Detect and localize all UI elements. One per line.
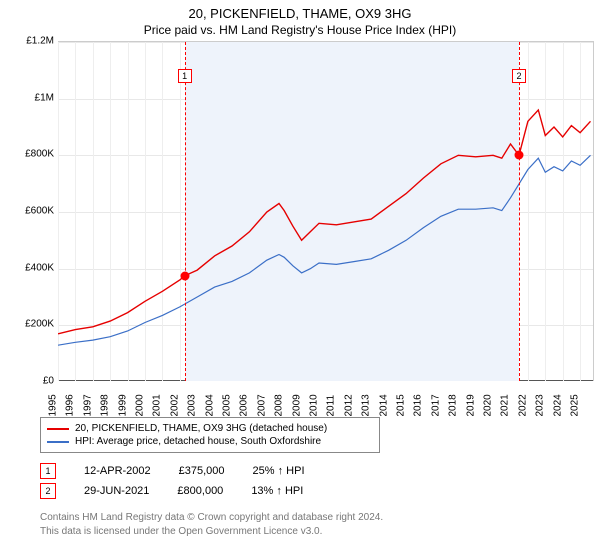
event-date-1: 12-APR-2002 — [84, 465, 151, 477]
legend-item-property: 20, PICKENFIELD, THAME, OX9 3HG (detache… — [47, 422, 373, 435]
x-tick-label: 2015 — [396, 394, 407, 416]
x-tick-label: 2005 — [222, 394, 233, 416]
x-tick-label: 2007 — [256, 394, 267, 416]
x-tick-label: 2012 — [343, 394, 354, 416]
footer-line-2: This data is licensed under the Open Gov… — [40, 525, 600, 539]
x-tick-label: 2008 — [274, 394, 285, 416]
x-tick-label: 2006 — [239, 394, 250, 416]
x-tick-label: 2013 — [361, 394, 372, 416]
event-date-2: 29-JUN-2021 — [84, 485, 149, 497]
x-tick-label: 2000 — [135, 394, 146, 416]
x-tick-label: 2017 — [430, 394, 441, 416]
x-tick-label: 1998 — [100, 394, 111, 416]
event-price-2: £800,000 — [177, 485, 223, 497]
x-tick-label: 2010 — [309, 394, 320, 416]
event-flag-1: 1 — [178, 69, 192, 83]
y-tick-label: £400K — [14, 262, 54, 273]
y-tick-label: £1M — [14, 92, 54, 103]
y-tick-label: £600K — [14, 206, 54, 217]
event-marker-2: 2 — [40, 483, 56, 499]
event-dot-2 — [514, 151, 523, 160]
legend: 20, PICKENFIELD, THAME, OX9 3HG (detache… — [40, 417, 380, 453]
x-tick-label: 2025 — [570, 394, 581, 416]
x-tick-label: 2021 — [500, 394, 511, 416]
event-flag-2: 2 — [512, 69, 526, 83]
event-delta-1: 25% ↑ HPI — [253, 465, 305, 477]
x-tick-label: 2022 — [517, 394, 528, 416]
x-tick-label: 2016 — [413, 394, 424, 416]
x-tick-label: 2020 — [483, 394, 494, 416]
x-tick-label: 2023 — [535, 394, 546, 416]
legend-label-hpi: HPI: Average price, detached house, Sout… — [75, 436, 321, 447]
x-tick-label: 1997 — [82, 394, 93, 416]
page-subtitle: Price paid vs. HM Land Registry's House … — [0, 21, 600, 41]
legend-swatch-property — [47, 428, 69, 430]
series-hpi — [58, 42, 594, 382]
x-tick-label: 2018 — [448, 394, 459, 416]
x-tick-label: 2004 — [204, 394, 215, 416]
x-tick-label: 2019 — [465, 394, 476, 416]
event-vline-1 — [185, 42, 186, 381]
x-tick-label: 1995 — [48, 394, 59, 416]
footer-line-1: Contains HM Land Registry data © Crown c… — [40, 511, 600, 525]
event-row-2: 2 29-JUN-2021 £800,000 13% ↑ HPI — [40, 481, 600, 501]
x-tick-label: 2001 — [152, 394, 163, 416]
x-tick-label: 2011 — [326, 395, 337, 417]
y-tick-label: £200K — [14, 319, 54, 330]
footer: Contains HM Land Registry data © Crown c… — [40, 511, 600, 538]
x-tick-label: 2024 — [552, 394, 563, 416]
event-price-1: £375,000 — [179, 465, 225, 477]
plot-area: 12 — [58, 41, 594, 381]
y-tick-label: £800K — [14, 149, 54, 160]
x-tick-label: 1999 — [117, 394, 128, 416]
legend-swatch-hpi — [47, 441, 69, 443]
event-vline-2 — [519, 42, 520, 381]
page-title: 20, PICKENFIELD, THAME, OX9 3HG — [0, 0, 600, 21]
x-tick-label: 2009 — [291, 394, 302, 416]
event-marker-1: 1 — [40, 463, 56, 479]
chart: £0£200K£400K£600K£800K£1M£1.2M 12 199519… — [34, 41, 594, 411]
event-dot-1 — [180, 271, 189, 280]
x-tick-label: 2003 — [187, 394, 198, 416]
event-delta-2: 13% ↑ HPI — [251, 485, 303, 497]
x-tick-label: 1996 — [65, 394, 76, 416]
events-table: 1 12-APR-2002 £375,000 25% ↑ HPI 2 29-JU… — [40, 461, 600, 501]
legend-label-property: 20, PICKENFIELD, THAME, OX9 3HG (detache… — [75, 423, 327, 434]
y-tick-label: £0 — [14, 376, 54, 387]
x-tick-label: 2002 — [169, 394, 180, 416]
event-row-1: 1 12-APR-2002 £375,000 25% ↑ HPI — [40, 461, 600, 481]
legend-item-hpi: HPI: Average price, detached house, Sout… — [47, 435, 373, 448]
x-tick-label: 2014 — [378, 394, 389, 416]
y-tick-label: £1.2M — [14, 36, 54, 47]
